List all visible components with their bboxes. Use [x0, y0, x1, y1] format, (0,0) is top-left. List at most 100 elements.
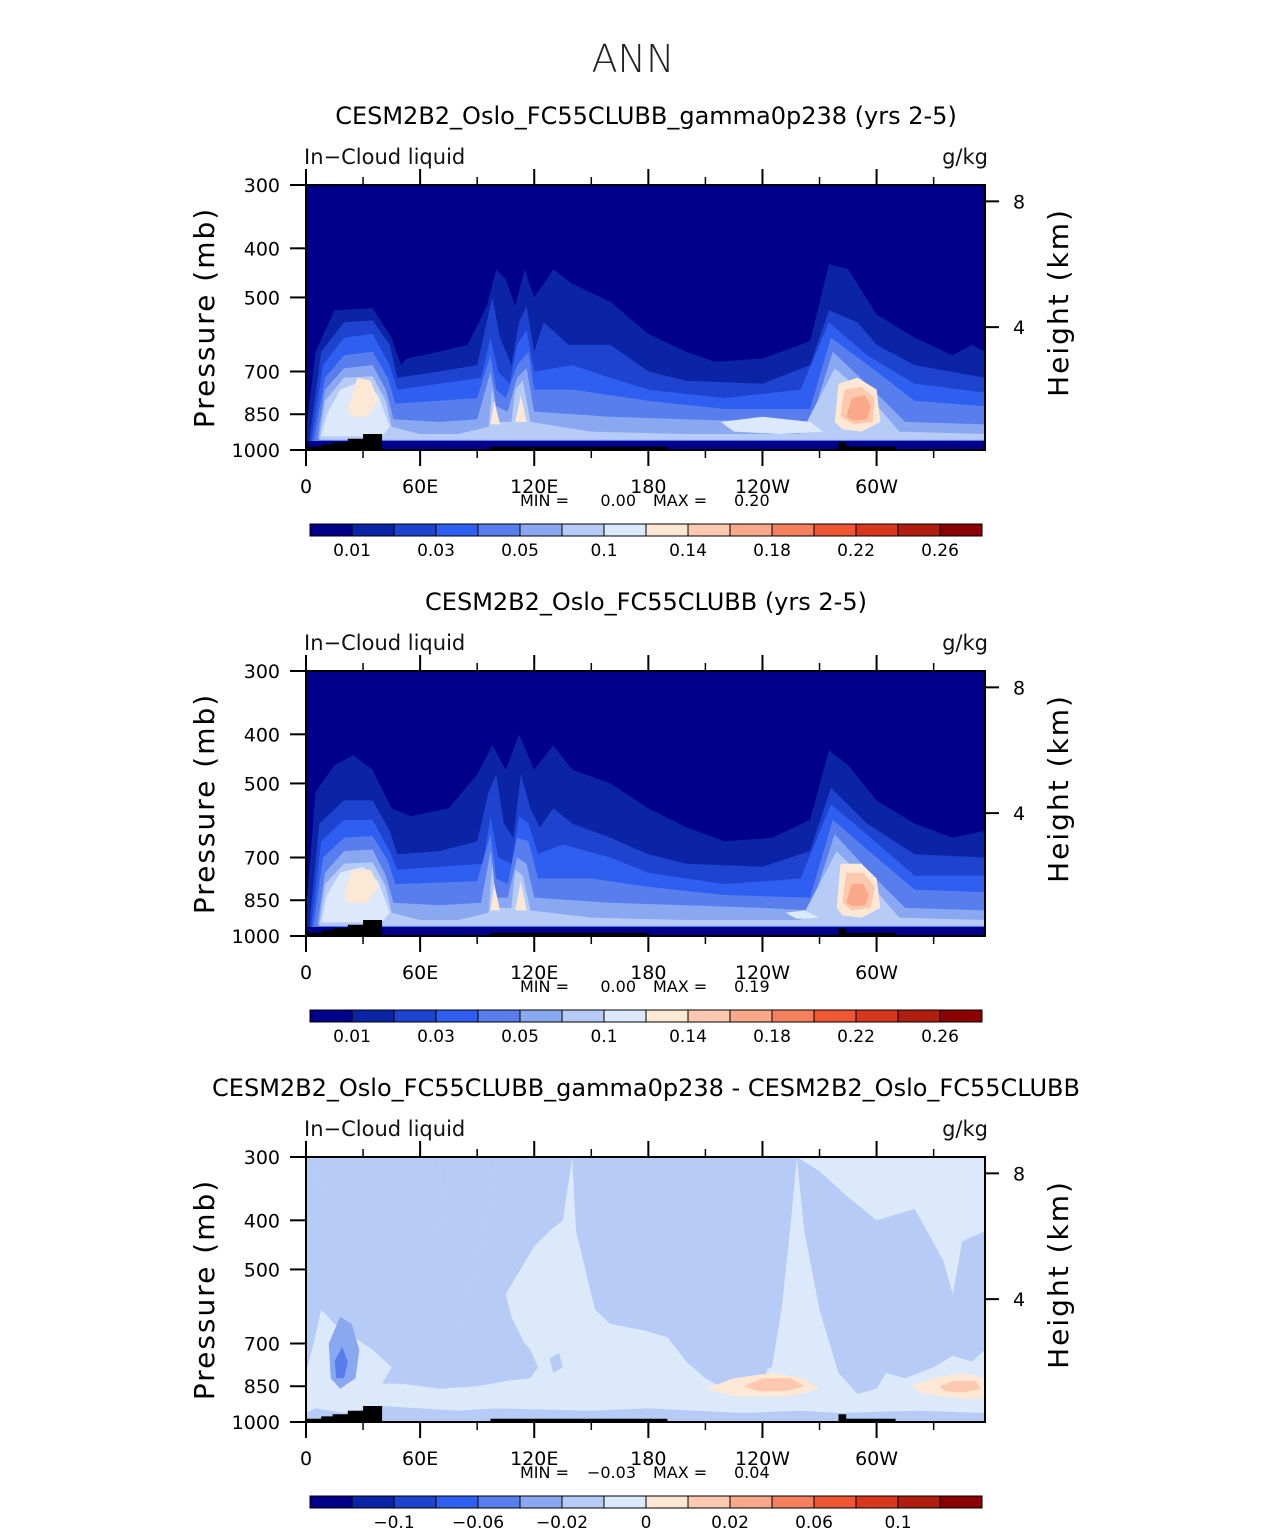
- colorbar-box: [813, 523, 857, 537]
- colorbar-box: [855, 1009, 899, 1023]
- contour-level-7: [720, 416, 824, 434]
- contour-level-4: [334, 1346, 348, 1379]
- y-axis-title-right: Height (km): [1042, 694, 1075, 883]
- height-tick-label: 4: [1013, 803, 1025, 825]
- colorbar-box: [939, 1009, 983, 1023]
- contour-level-9: [743, 1378, 805, 1392]
- colorbar-box: [897, 523, 941, 537]
- y-axis-title: Pressure (mb): [188, 1179, 221, 1400]
- stat-min-label: MIN =: [520, 1463, 569, 1482]
- contour-field: [306, 1157, 985, 1422]
- colorbar-box: [477, 1495, 521, 1509]
- stat-max-label: MAX =: [653, 1463, 707, 1482]
- colorbar-box: [687, 1009, 731, 1023]
- colorbar-box: [561, 1009, 605, 1023]
- plot-frame: [305, 670, 986, 937]
- pressure-tick-label: 850: [244, 890, 280, 912]
- colorbar-box: [477, 523, 521, 537]
- contour-level-10: [846, 395, 871, 421]
- colorbar-box: [393, 523, 437, 537]
- lon-tick-label: 120W: [735, 1448, 790, 1470]
- lon-tick-label: 120E: [510, 1448, 558, 1470]
- stat-max-value: 0.20: [734, 491, 770, 510]
- pressure-tick-label: 500: [244, 1259, 280, 1281]
- height-tick-label: 4: [1013, 317, 1025, 339]
- colorbar-box: [603, 1009, 647, 1023]
- topography-mask: [306, 920, 896, 936]
- contour-level-8: [347, 377, 379, 417]
- colorbar-box: [309, 1009, 353, 1023]
- stat-max-label: MAX =: [653, 977, 707, 996]
- colorbar-box: [855, 523, 899, 537]
- colorbar-label: 0.14: [669, 541, 707, 561]
- colorbar-label: 0.1: [590, 541, 617, 561]
- colorbar-box: [729, 523, 773, 537]
- colorbar-box: [351, 523, 395, 537]
- colorbar-label: 0.14: [669, 1027, 707, 1047]
- pressure-tick-label: 850: [244, 404, 280, 426]
- colorbar-label: 0.26: [921, 541, 959, 561]
- lon-tick-label: 60E: [402, 962, 438, 984]
- colorbar-label: 0: [641, 1513, 652, 1531]
- colorbar-box: [477, 1009, 521, 1023]
- contour-level-6: [382, 1157, 573, 1389]
- pressure-tick-label: 500: [244, 287, 280, 309]
- contour-level-8: [344, 869, 379, 903]
- y-axis-title: Pressure (mb): [188, 693, 221, 914]
- colorbar-box: [813, 1495, 857, 1509]
- colorbar-box: [561, 523, 605, 537]
- variable-label: In−Cloud liquid: [304, 1117, 465, 1141]
- pressure-tick-label: 1000: [232, 440, 280, 462]
- colorbar-label: −0.02: [536, 1513, 588, 1531]
- colorbar-box: [393, 1495, 437, 1509]
- contour-level-6: [549, 1352, 563, 1373]
- pressure-tick-label: 700: [244, 1333, 280, 1355]
- pressure-tick-label: 300: [244, 661, 280, 683]
- colorbar-box: [519, 523, 563, 537]
- colorbar-label: 0.1: [884, 1513, 911, 1531]
- colorbar-label: 0.05: [501, 1027, 539, 1047]
- height-tick-label: 8: [1013, 677, 1025, 699]
- stat-min-label: MIN =: [520, 977, 569, 996]
- colorbar-box: [771, 1009, 815, 1023]
- units-label: g/kg: [942, 145, 988, 169]
- colorbar-box: [603, 1495, 647, 1509]
- y-axis-title-right: Height (km): [1042, 1180, 1075, 1369]
- colorbar-box: [393, 1009, 437, 1023]
- variable-label: In−Cloud liquid: [304, 145, 465, 169]
- colorbar-box: [687, 523, 731, 537]
- pressure-tick-label: 700: [244, 847, 280, 869]
- contour-field: [306, 671, 985, 936]
- topography-mask: [306, 434, 896, 450]
- lon-tick-label: 120W: [735, 962, 790, 984]
- colorbar-box: [435, 1495, 479, 1509]
- colorbar-box: [603, 523, 647, 537]
- lon-tick-label: 180: [630, 1448, 666, 1470]
- lon-tick-label: 60E: [402, 476, 438, 498]
- pressure-tick-label: 700: [244, 361, 280, 383]
- colorbar-label: 0.01: [333, 1027, 371, 1047]
- colorbar-label: 0.1: [590, 1027, 617, 1047]
- pressure-tick-label: 400: [244, 1210, 280, 1232]
- stat-min-value: 0.00: [600, 977, 636, 996]
- colorbar-box: [897, 1495, 941, 1509]
- colorbar-box: [729, 1009, 773, 1023]
- colorbar-box: [939, 1495, 983, 1509]
- colorbar-box: [519, 1009, 563, 1023]
- colorbar-box: [561, 1495, 605, 1509]
- colorbar-label: 0.01: [333, 541, 371, 561]
- colorbar-label: 0.22: [837, 541, 875, 561]
- height-tick-label: 4: [1013, 1289, 1025, 1311]
- lon-tick-label: 60W: [855, 1448, 898, 1470]
- colorbar-box: [645, 523, 689, 537]
- units-label: g/kg: [942, 631, 988, 655]
- pressure-tick-label: 400: [244, 238, 280, 260]
- pressure-tick-label: 850: [244, 1376, 280, 1398]
- stat-min-label: MIN =: [520, 491, 569, 510]
- height-tick-label: 8: [1013, 1163, 1025, 1185]
- figure-title: ANN: [592, 37, 675, 81]
- colorbar-label: 0.26: [921, 1027, 959, 1047]
- colorbar-box: [645, 1009, 689, 1023]
- panel-title: CESM2B2_Oslo_FC55CLUBB_gamma0p238 (yrs 2…: [335, 102, 957, 130]
